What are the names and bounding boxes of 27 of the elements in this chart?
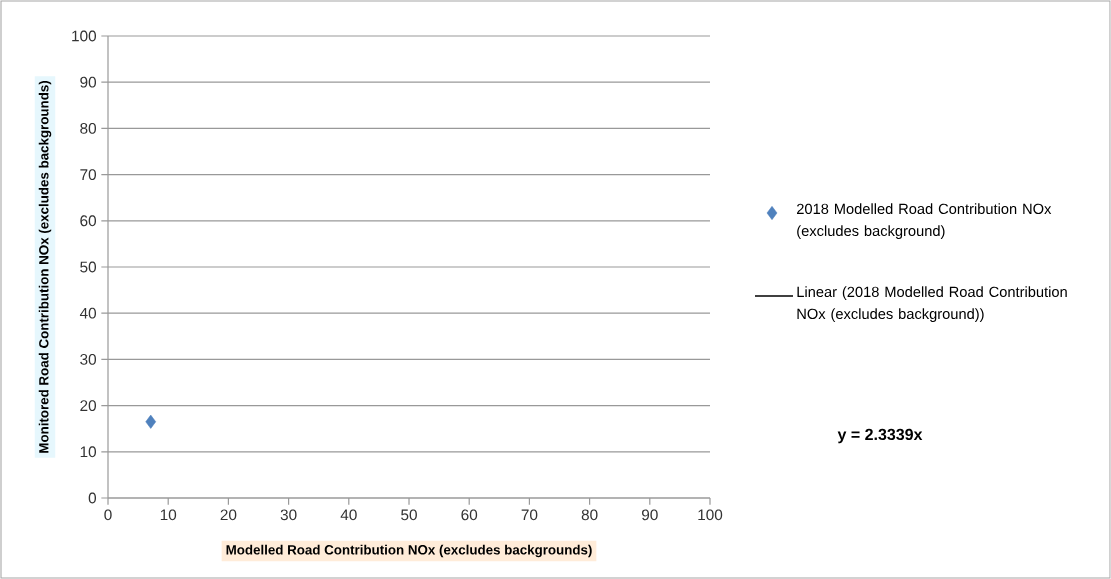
text: y = 2.3339x	[837, 428, 923, 444]
x-tick-label: 80	[581, 509, 598, 521]
y-tick-label: 0	[88, 492, 97, 504]
x-tick-label: 40	[340, 509, 357, 521]
y-tick-label: 70	[80, 169, 97, 181]
x-tick-label: 100	[698, 509, 723, 521]
y-tick-label: 60	[80, 215, 97, 227]
x-tick-label: 90	[641, 509, 658, 521]
y-tick-label: 40	[79, 307, 97, 319]
y-tick-label: 10	[80, 446, 97, 458]
x-axis-title: Modelled Road Contribution NOx (excludes backgrounds)	[226, 544, 592, 558]
x-tick-label: 50	[401, 509, 417, 521]
legend-label: Linear (2018 Modelled Road Contribution NOx (excludes background))	[797, 286, 1067, 322]
y-tick-label: 100	[72, 30, 97, 42]
y-axis-title: Monitored Road Contribution NOx (excludes backgrounds)	[38, 80, 52, 453]
y-tick-label: 20	[80, 400, 97, 412]
x-tick-label: 70	[521, 509, 538, 521]
y-tick-label: 30	[80, 353, 97, 365]
x-tick-label: 30	[280, 509, 297, 521]
x-tick-label: 0	[104, 509, 112, 521]
x-tick-label: 60	[461, 509, 478, 521]
x-tick-label: 10	[160, 509, 177, 521]
y-tick-label: 50	[80, 261, 97, 273]
y-tick-label: 80	[80, 122, 97, 134]
y-tick-label: 90	[80, 76, 97, 88]
legend-label: 2018 Modelled Road Contribution NOx (excludes background)	[797, 203, 1052, 239]
x-tick-label: 20	[220, 509, 237, 521]
